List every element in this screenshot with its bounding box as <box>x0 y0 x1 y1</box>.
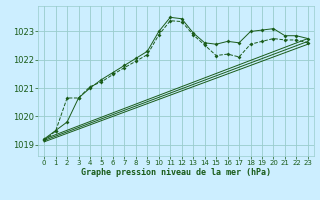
X-axis label: Graphe pression niveau de la mer (hPa): Graphe pression niveau de la mer (hPa) <box>81 168 271 177</box>
